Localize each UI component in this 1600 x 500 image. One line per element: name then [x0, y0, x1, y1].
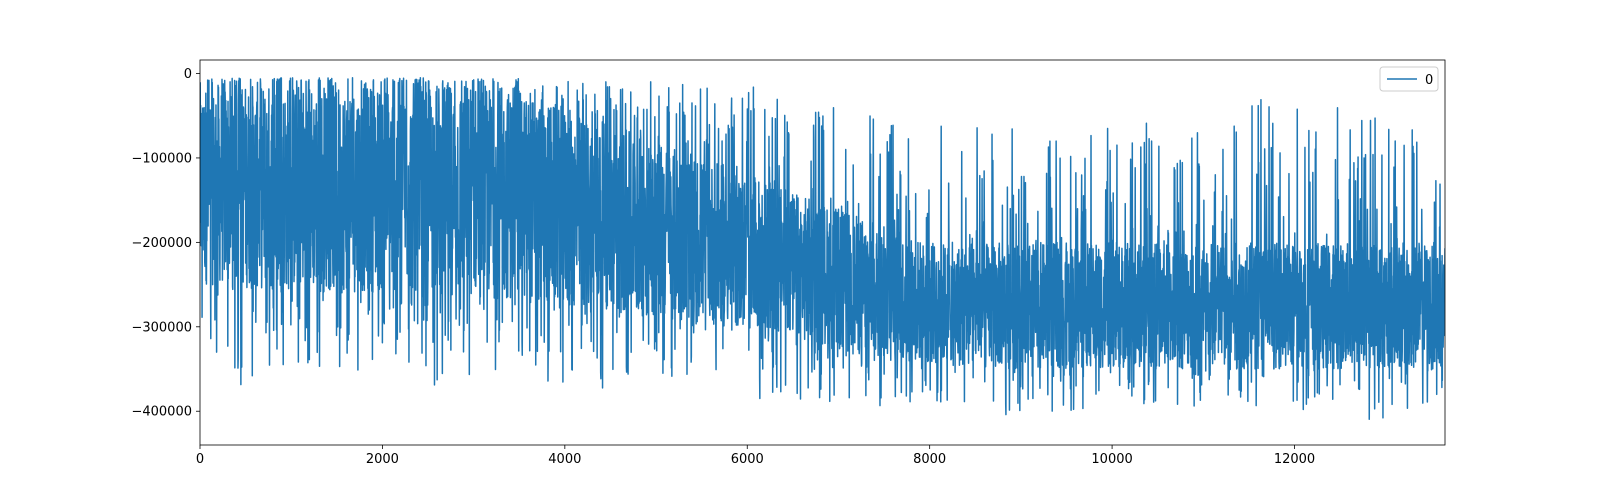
x-tick-label: 8000 [913, 452, 946, 467]
y-tick-label: −100000 [131, 151, 192, 166]
axes-frame [199, 59, 1446, 446]
x-tick-label: 0 [196, 452, 204, 467]
legend: 0 [1379, 66, 1439, 92]
series-layer [200, 76, 1445, 421]
x-tick-label: 10000 [1091, 452, 1132, 467]
x-axis: 0 2000 4000 6000 8000 10000 12000 [196, 445, 1315, 467]
y-tick-label: −200000 [131, 236, 192, 251]
y-axis: 0 −100000 −200000 −300000 −400000 [131, 67, 200, 420]
x-tick-label: 2000 [366, 452, 399, 467]
x-tick-label: 4000 [548, 452, 581, 467]
x-tick-label: 6000 [731, 452, 764, 467]
series-0-line [200, 76, 1445, 421]
y-tick-label: −300000 [131, 320, 192, 335]
y-tick-label: −400000 [131, 405, 192, 420]
y-tick-label: 0 [184, 67, 192, 82]
legend-label-series-0: 0 [1425, 73, 1433, 88]
x-tick-label: 12000 [1274, 452, 1315, 467]
